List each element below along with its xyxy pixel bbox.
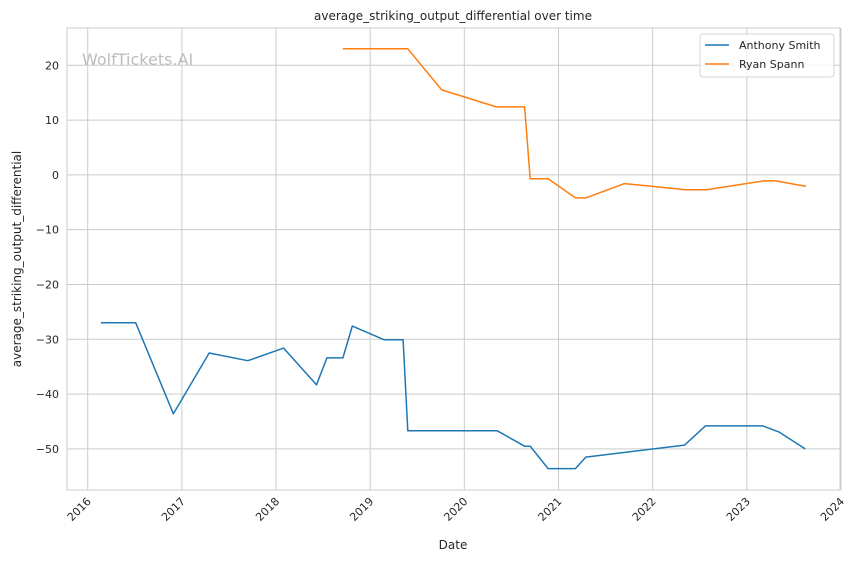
y-tick-label: −50 xyxy=(36,443,59,456)
x-tick-label: 2021 xyxy=(536,495,565,524)
x-tick-label: 2017 xyxy=(159,495,188,524)
y-tick-label: 0 xyxy=(52,169,59,182)
x-axis-label: Date xyxy=(439,538,468,552)
x-tick-label: 2023 xyxy=(724,495,753,524)
y-tick-label: 20 xyxy=(45,59,59,72)
x-tick-label: 2022 xyxy=(630,495,659,524)
x-tick-label: 2020 xyxy=(441,495,470,524)
chart-title: average_striking_output_differential ove… xyxy=(314,9,592,23)
legend-label-ryan-spann: Ryan Spann xyxy=(739,58,804,71)
series-line-ryan-spann xyxy=(342,48,807,199)
x-tick-label: 2019 xyxy=(347,495,376,524)
x-tick-label: 2016 xyxy=(65,495,94,524)
series-lines xyxy=(100,48,807,470)
legend: Anthony Smith Ryan Spann xyxy=(699,33,835,78)
grid xyxy=(67,28,842,490)
plot-frame xyxy=(66,27,841,491)
series-line-anthony-smith xyxy=(100,322,806,470)
watermark: WolfTickets.AI xyxy=(82,50,193,69)
legend-box xyxy=(699,33,835,78)
y-tick-label: −30 xyxy=(36,333,59,346)
x-tick-label: 2024 xyxy=(818,495,847,524)
legend-label-anthony-smith: Anthony Smith xyxy=(739,39,821,52)
x-tick-label: 2018 xyxy=(253,495,282,524)
x-tick-labels: 2016 2017 2018 2019 2020 2021 2022 2023 2024 xyxy=(65,495,847,524)
y-tick-label: −40 xyxy=(36,388,59,401)
y-tick-labels: 20 10 0 −10 −20 −30 −40 −50 xyxy=(36,59,59,456)
y-tick-label: −20 xyxy=(36,278,59,291)
y-axis-label: average_striking_output_differential xyxy=(10,151,24,367)
y-tick-label: −10 xyxy=(36,224,59,237)
y-tick-label: 10 xyxy=(45,114,59,127)
